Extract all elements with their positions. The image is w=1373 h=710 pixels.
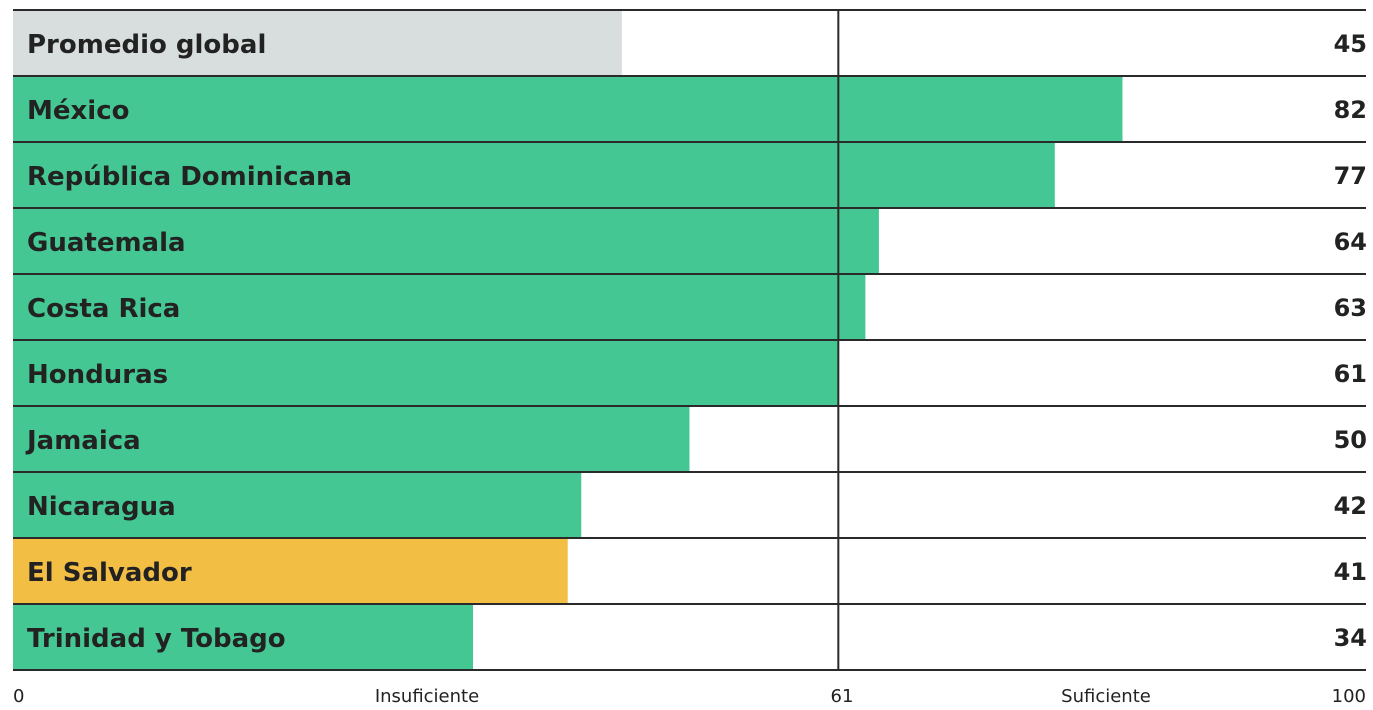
chart-row: República Dominicana 77 xyxy=(13,142,1367,208)
value-label: 61 xyxy=(1334,360,1367,388)
value-label: 45 xyxy=(1334,30,1367,58)
value-label: 63 xyxy=(1334,294,1367,322)
bar xyxy=(13,76,1122,142)
category-label: República Dominicana xyxy=(27,162,352,192)
axis-threshold-label: 61 xyxy=(831,686,854,707)
category-label: Promedio global xyxy=(27,30,266,60)
axis-below-label: Insuficiente xyxy=(375,686,479,707)
chart-row: El Salvador 41 xyxy=(13,538,1367,604)
chart-row: Promedio global 45 xyxy=(13,10,1367,76)
axis-above-label: Suficiente xyxy=(1061,686,1151,707)
category-label: Guatemala xyxy=(27,228,186,258)
category-label: Jamaica xyxy=(25,426,141,456)
chart-row: Guatemala 64 xyxy=(13,208,1367,274)
category-label: Honduras xyxy=(27,360,168,390)
chart-row: Jamaica 50 xyxy=(13,406,1367,472)
value-label: 64 xyxy=(1334,228,1367,256)
category-label: México xyxy=(27,96,129,126)
axis-max-label: 100 xyxy=(1332,686,1366,707)
axis-min-label: 0 xyxy=(13,686,24,707)
chart-row: Costa Rica 63 xyxy=(13,274,1367,340)
chart-row: Trinidad y Tobago 34 xyxy=(13,604,1367,670)
chart-row: Nicaragua 42 xyxy=(13,472,1367,538)
value-label: 34 xyxy=(1334,624,1367,652)
value-label: 50 xyxy=(1334,426,1367,454)
value-label: 42 xyxy=(1334,492,1367,520)
category-label: Nicaragua xyxy=(27,492,176,522)
value-label: 82 xyxy=(1334,96,1367,124)
value-label: 41 xyxy=(1334,558,1367,586)
value-label: 77 xyxy=(1334,162,1367,190)
category-label: Trinidad y Tobago xyxy=(27,624,286,654)
category-label: Costa Rica xyxy=(27,294,180,324)
category-label: El Salvador xyxy=(27,558,192,588)
x-axis: 0 Insuficiente 61 Suficiente 100 xyxy=(13,686,1366,707)
chart-row: Honduras 61 xyxy=(13,340,1367,406)
chart-row: México 82 xyxy=(13,76,1367,142)
